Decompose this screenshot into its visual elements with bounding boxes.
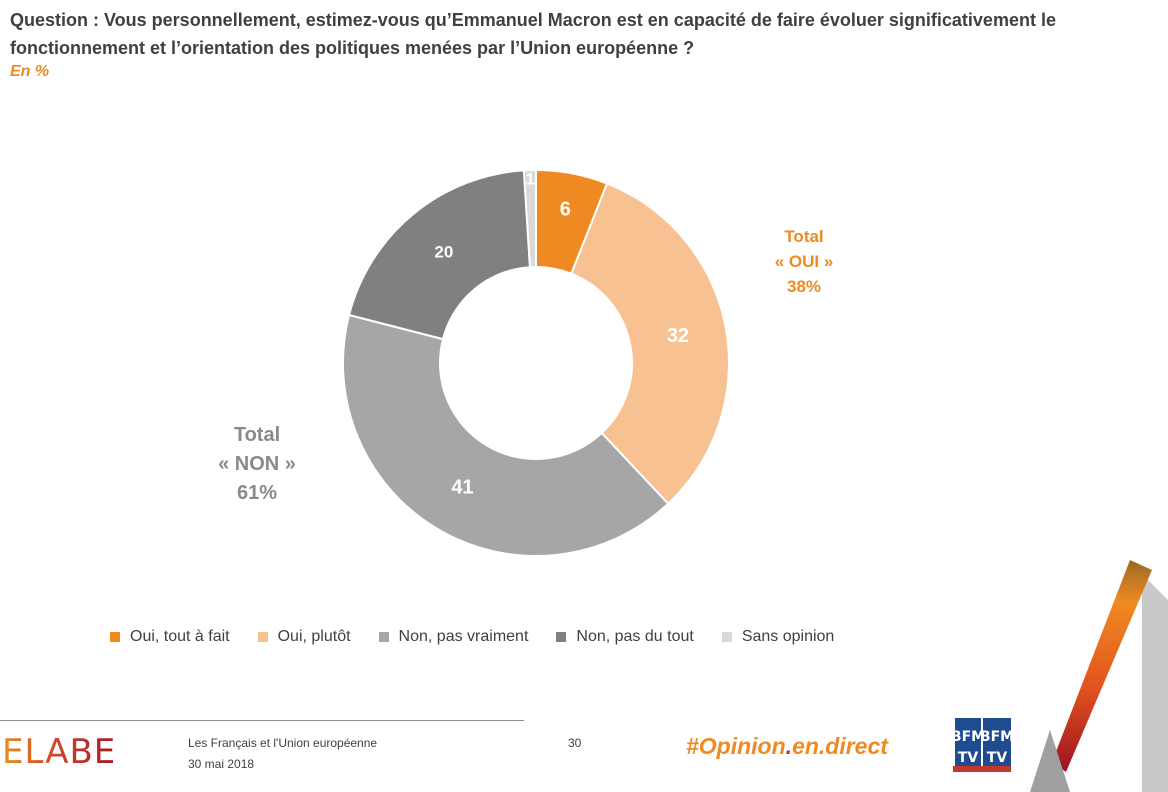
donut-value-label-3: 20: [434, 243, 453, 262]
question-text: Question : Vous personnellement, estimez…: [10, 10, 1056, 58]
footer-study-info: Les Français et l'Union européenne 30 ma…: [188, 733, 377, 775]
legend-item: Non, pas du tout: [556, 628, 694, 646]
total-non-line2: « NON »: [218, 453, 296, 475]
donut-slice-3: [347, 169, 532, 341]
legend-label: Non, pas vraiment: [398, 628, 529, 645]
total-oui-label: Total « OUI » 38%: [752, 224, 856, 299]
svg-text:TV: TV: [958, 750, 979, 766]
svg-text:BFM: BFM: [951, 729, 985, 745]
bfm-tv-logo: BFM TV BFM TV: [951, 716, 1013, 774]
legend-label: Oui, plutôt: [277, 628, 351, 645]
svg-text:BFM: BFM: [980, 729, 1013, 745]
legend-item: Sans opinion: [721, 628, 835, 646]
total-non-value: 61%: [236, 482, 278, 504]
legend-swatch: [556, 632, 567, 642]
footer-study-date: 30 mai 2018: [188, 757, 255, 771]
legend-label: Sans opinion: [741, 628, 835, 645]
footer-study-title: Les Français et l'Union européenne: [188, 736, 378, 750]
elabe-logo: ELABE: [2, 732, 117, 772]
donut-value-label-0: 6: [560, 198, 571, 220]
legend-swatch: [110, 632, 120, 642]
total-non-line1: Total: [233, 424, 281, 446]
legend-swatch: [257, 632, 268, 642]
total-non-label: Total « NON » 61%: [197, 421, 317, 508]
donut-value-label-1: 32: [667, 325, 689, 347]
hashtag-main: #Opinion: [686, 733, 786, 759]
legend-item: Oui, plutôt: [257, 628, 351, 646]
legend-label: Oui, tout à fait: [130, 628, 230, 645]
total-oui-line2: « OUI »: [774, 252, 834, 271]
donut-slice-4: [522, 168, 537, 269]
svg-text:TV: TV: [987, 750, 1008, 766]
legend-item: Oui, tout à fait: [110, 628, 230, 646]
hashtag-opinion-en-direct: #Opinion.en.direct: [686, 733, 888, 760]
donut-value-label-4: 1: [525, 170, 534, 189]
donut-value-label-2: 41: [451, 476, 473, 498]
elabe-decorative-a-shape: [1030, 560, 1168, 792]
hashtag-dot: .: [785, 733, 793, 759]
donut-slice-1: [570, 182, 730, 506]
chart-legend: Oui, tout à fait Oui, plutôt Non, pas vr…: [110, 628, 862, 646]
footer-divider: [0, 720, 524, 721]
donut-slice-2: [342, 313, 670, 557]
legend-swatch: [721, 632, 732, 642]
total-oui-line1: Total: [784, 227, 824, 246]
hashtag-end: en.direct: [792, 733, 888, 759]
legend-swatch: [378, 632, 389, 642]
unit-label: En %: [10, 63, 50, 80]
legend-item: Non, pas vraiment: [378, 628, 529, 646]
page-number: 30: [568, 736, 582, 750]
total-oui-value: 38%: [786, 277, 822, 296]
legend-label: Non, pas du tout: [576, 628, 694, 645]
